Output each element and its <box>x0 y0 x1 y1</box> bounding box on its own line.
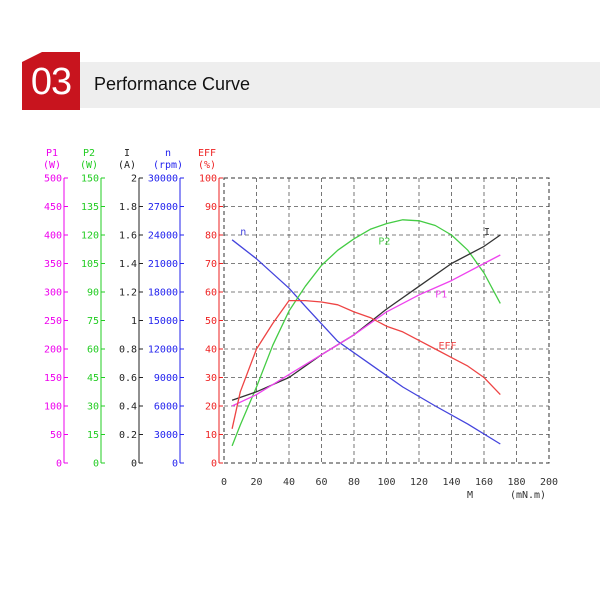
y-tick-label: 30 <box>87 402 99 413</box>
y-tick-label: 90 <box>87 288 99 299</box>
series-label-n: n <box>240 227 246 238</box>
y-tick-label: 0.8 <box>119 345 137 356</box>
y-tick-label: 0 <box>131 459 137 470</box>
y-tick-label: 27000 <box>148 202 178 213</box>
y-tick-label: 2 <box>131 174 137 185</box>
y-tick-label: 0 <box>211 459 217 470</box>
y-tick-label: 120 <box>81 231 99 242</box>
y-tick-label: 30000 <box>148 174 178 185</box>
y-tick-label: 3000 <box>154 430 178 441</box>
y-axis-unit-n: (rpm) <box>153 160 183 171</box>
y-tick-label: 400 <box>44 231 62 242</box>
section-number: 03 <box>30 61 72 103</box>
y-tick-label: 90 <box>205 202 217 213</box>
header-band <box>22 62 600 108</box>
y-tick-label: 10 <box>205 430 217 441</box>
y-axis-title-p1: P1 <box>46 148 58 159</box>
x-tick-label: 120 <box>410 477 428 488</box>
series-line-n <box>231 239 501 445</box>
x-tick-label: 140 <box>442 477 460 488</box>
y-tick-label: 450 <box>44 202 62 213</box>
badge-notch <box>22 52 42 62</box>
y-tick-label: 0 <box>93 459 99 470</box>
y-tick-label: 1 <box>131 316 137 327</box>
y-tick-label: 60 <box>205 288 217 299</box>
y-tick-label: 9000 <box>154 373 178 384</box>
y-tick-label: 150 <box>44 373 62 384</box>
x-tick-label: 0 <box>221 477 227 488</box>
y-tick-label: 1.6 <box>119 231 137 242</box>
section-title: Performance Curve <box>94 74 251 94</box>
y-tick-label: 0 <box>56 459 62 470</box>
y-axis-unit-eff: (%) <box>198 160 216 171</box>
x-tick-label: 40 <box>283 477 295 488</box>
y-tick-label: 1.8 <box>119 202 137 213</box>
y-tick-label: 21000 <box>148 259 178 270</box>
y-tick-label: 50 <box>205 316 217 327</box>
y-axis-title-p2: P2 <box>83 148 95 159</box>
series-line-p2 <box>231 219 501 447</box>
series-label-eff: EFF <box>439 341 457 352</box>
y-tick-label: 135 <box>81 202 99 213</box>
y-tick-label: 100 <box>199 174 217 185</box>
y-tick-label: 30 <box>205 373 217 384</box>
y-tick-label: 15000 <box>148 316 178 327</box>
y-axis-title-n: n <box>165 148 171 159</box>
y-axis-unit-i: (A) <box>118 160 136 171</box>
plot-frame <box>223 177 550 464</box>
y-tick-label: 1.4 <box>119 259 137 270</box>
y-tick-label: 24000 <box>148 231 178 242</box>
series-label-i: I <box>484 227 490 238</box>
x-axis-unit: (mN.m) <box>510 490 546 501</box>
y-tick-label: 40 <box>205 345 217 356</box>
y-tick-label: 350 <box>44 259 62 270</box>
series-line-p1 <box>231 254 501 407</box>
y-tick-label: 300 <box>44 288 62 299</box>
y-tick-label: 70 <box>205 259 217 270</box>
y-tick-label: 18000 <box>148 288 178 299</box>
series-label-p2: P2 <box>378 237 390 248</box>
y-tick-label: 0.2 <box>119 430 137 441</box>
series-line-eff <box>231 299 501 429</box>
y-tick-label: 500 <box>44 174 62 185</box>
y-tick-label: 6000 <box>154 402 178 413</box>
y-tick-label: 80 <box>205 231 217 242</box>
y-tick-label: 1.2 <box>119 288 137 299</box>
x-tick-label: 100 <box>377 477 395 488</box>
y-tick-label: 105 <box>81 259 99 270</box>
y-axis-title-i: I <box>124 148 130 159</box>
x-axis-label: M <box>467 490 473 501</box>
y-tick-label: 250 <box>44 316 62 327</box>
y-axis-title-eff: EFF <box>198 148 216 159</box>
y-axis-unit-p1: (W) <box>43 160 61 171</box>
y-tick-label: 20 <box>205 402 217 413</box>
x-tick-label: 180 <box>507 477 525 488</box>
x-tick-label: 60 <box>315 477 327 488</box>
x-tick-label: 80 <box>348 477 360 488</box>
y-tick-label: 0 <box>172 459 178 470</box>
y-tick-label: 75 <box>87 316 99 327</box>
x-tick-label: 200 <box>540 477 558 488</box>
x-tick-label: 160 <box>475 477 493 488</box>
y-tick-label: 12000 <box>148 345 178 356</box>
y-tick-label: 15 <box>87 430 99 441</box>
y-tick-label: 200 <box>44 345 62 356</box>
y-tick-label: 45 <box>87 373 99 384</box>
x-tick-label: 20 <box>250 477 262 488</box>
y-tick-label: 50 <box>50 430 62 441</box>
series-line-i <box>231 234 501 401</box>
y-tick-label: 100 <box>44 402 62 413</box>
y-tick-label: 0.6 <box>119 373 137 384</box>
y-tick-label: 0.4 <box>119 402 137 413</box>
series-label-p1: P1 <box>435 290 447 301</box>
y-tick-label: 150 <box>81 174 99 185</box>
y-axis-unit-p2: (W) <box>80 160 98 171</box>
y-tick-label: 60 <box>87 345 99 356</box>
